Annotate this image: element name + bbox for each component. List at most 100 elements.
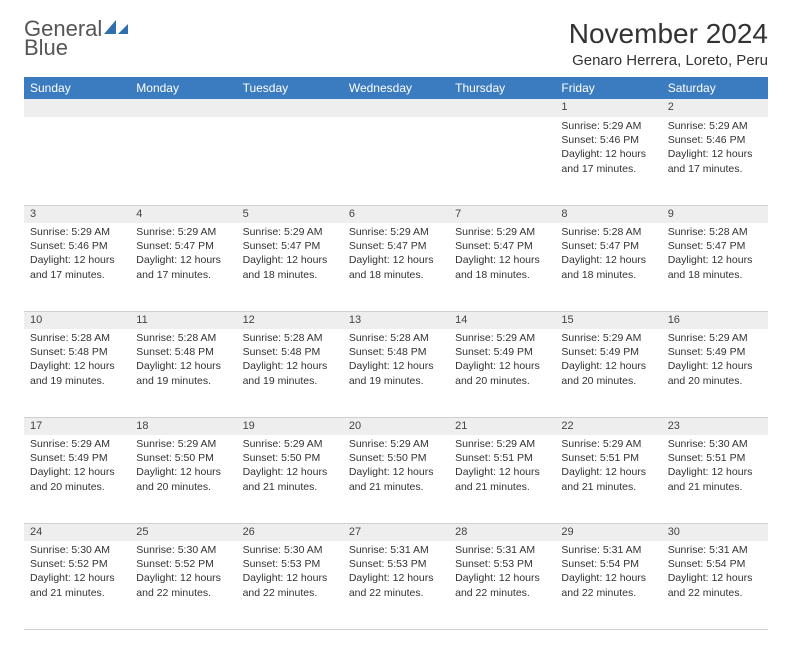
daylight-line: Daylight: 12 hours and 22 minutes. [243, 571, 337, 599]
week-row: Sunrise: 5:29 AMSunset: 5:46 PM Daylight:… [24, 223, 768, 311]
sunrise-line: Sunrise: 5:29 AM [561, 119, 655, 133]
day-number-row: 10111213141516 [24, 311, 768, 329]
day-details: Sunrise: 5:29 AMSunset: 5:49 PMDaylight:… [449, 329, 555, 392]
title-block: November 2024 Genaro Herrera, Loreto, Pe… [569, 18, 768, 69]
sunrise-line: Sunrise: 5:28 AM [243, 331, 337, 345]
sunrise-line: Sunrise: 5:29 AM [668, 119, 762, 133]
daylight-line: Daylight: 12 hours and 21 minutes. [30, 571, 124, 599]
day-cell: Sunrise: 5:29 AMSunset: 5:50 PMDaylight:… [343, 435, 449, 523]
daylight-line: Daylight: 12 hours and 20 minutes. [455, 359, 549, 387]
sunrise-line: Sunrise: 5:28 AM [30, 331, 124, 345]
sunrise-line: Sunrise: 5:31 AM [668, 543, 762, 557]
sunrise-line: Sunrise: 5:30 AM [136, 543, 230, 557]
logo-text: General Blue [24, 18, 130, 59]
sunset-line: Sunset: 5:49 PM [455, 345, 549, 359]
day-number-cell [24, 99, 130, 117]
day-cell: Sunrise: 5:30 AMSunset: 5:53 PMDaylight:… [237, 541, 343, 629]
day-details: Sunrise: 5:29 AMSunset: 5:47 PMDaylight:… [130, 223, 236, 286]
daylight-line: Daylight: 12 hours and 22 minutes. [455, 571, 549, 599]
daylight-line: Daylight: 12 hours and 19 minutes. [349, 359, 443, 387]
day-number-cell: 30 [662, 523, 768, 541]
day-details: Sunrise: 5:29 AMSunset: 5:46 PMDaylight:… [662, 117, 768, 180]
day-number-cell: 23 [662, 417, 768, 435]
day-cell [237, 117, 343, 205]
daylight-line: Daylight: 12 hours and 20 minutes. [136, 465, 230, 493]
day-number-cell: 27 [343, 523, 449, 541]
day-cell [24, 117, 130, 205]
daylight-line: Daylight: 12 hours and 20 minutes. [561, 359, 655, 387]
sunrise-line: Sunrise: 5:30 AM [668, 437, 762, 451]
calendar-head: SundayMondayTuesdayWednesdayThursdayFrid… [24, 77, 768, 99]
day-number-cell: 7 [449, 205, 555, 223]
day-cell: Sunrise: 5:29 AMSunset: 5:47 PMDaylight:… [130, 223, 236, 311]
daylight-line: Daylight: 12 hours and 22 minutes. [349, 571, 443, 599]
day-cell: Sunrise: 5:28 AMSunset: 5:48 PMDaylight:… [237, 329, 343, 417]
day-number-cell: 11 [130, 311, 236, 329]
sunset-line: Sunset: 5:49 PM [668, 345, 762, 359]
day-header: Wednesday [343, 77, 449, 99]
day-details: Sunrise: 5:29 AMSunset: 5:50 PMDaylight:… [237, 435, 343, 498]
day-details: Sunrise: 5:31 AMSunset: 5:53 PMDaylight:… [449, 541, 555, 604]
day-cell: Sunrise: 5:31 AMSunset: 5:54 PMDaylight:… [662, 541, 768, 629]
sunset-line: Sunset: 5:48 PM [243, 345, 337, 359]
day-details: Sunrise: 5:28 AMSunset: 5:48 PMDaylight:… [237, 329, 343, 392]
day-details: Sunrise: 5:28 AMSunset: 5:47 PMDaylight:… [662, 223, 768, 286]
day-number-cell: 21 [449, 417, 555, 435]
day-cell: Sunrise: 5:29 AMSunset: 5:47 PMDaylight:… [237, 223, 343, 311]
sunset-line: Sunset: 5:53 PM [243, 557, 337, 571]
calendar-page: General Blue November 2024 Genaro Herrer… [0, 0, 792, 648]
day-details: Sunrise: 5:31 AMSunset: 5:53 PMDaylight:… [343, 541, 449, 604]
day-header: Sunday [24, 77, 130, 99]
week-row: Sunrise: 5:28 AMSunset: 5:48 PMDaylight:… [24, 329, 768, 417]
daylight-line: Daylight: 12 hours and 22 minutes. [668, 571, 762, 599]
day-cell: Sunrise: 5:29 AMSunset: 5:49 PMDaylight:… [24, 435, 130, 523]
daylight-line: Daylight: 12 hours and 18 minutes. [455, 253, 549, 281]
location-label: Genaro Herrera, Loreto, Peru [569, 52, 768, 69]
day-cell [449, 117, 555, 205]
daylight-line: Daylight: 12 hours and 20 minutes. [30, 465, 124, 493]
day-cell: Sunrise: 5:29 AMSunset: 5:50 PMDaylight:… [130, 435, 236, 523]
sunrise-line: Sunrise: 5:29 AM [30, 437, 124, 451]
day-number-cell: 2 [662, 99, 768, 117]
sunset-line: Sunset: 5:52 PM [30, 557, 124, 571]
daylight-line: Daylight: 12 hours and 17 minutes. [136, 253, 230, 281]
day-details: Sunrise: 5:30 AMSunset: 5:52 PMDaylight:… [24, 541, 130, 604]
day-number-cell: 4 [130, 205, 236, 223]
sunrise-line: Sunrise: 5:29 AM [668, 331, 762, 345]
day-cell: Sunrise: 5:29 AMSunset: 5:46 PMDaylight:… [24, 223, 130, 311]
sunrise-line: Sunrise: 5:28 AM [349, 331, 443, 345]
sunset-line: Sunset: 5:54 PM [668, 557, 762, 571]
daylight-line: Daylight: 12 hours and 21 minutes. [668, 465, 762, 493]
day-cell: Sunrise: 5:29 AMSunset: 5:49 PMDaylight:… [662, 329, 768, 417]
day-number-cell: 14 [449, 311, 555, 329]
sunset-line: Sunset: 5:47 PM [136, 239, 230, 253]
week-row: Sunrise: 5:30 AMSunset: 5:52 PMDaylight:… [24, 541, 768, 629]
day-cell: Sunrise: 5:28 AMSunset: 5:48 PMDaylight:… [24, 329, 130, 417]
day-number-cell: 25 [130, 523, 236, 541]
sunrise-line: Sunrise: 5:29 AM [243, 437, 337, 451]
day-cell: Sunrise: 5:28 AMSunset: 5:48 PMDaylight:… [130, 329, 236, 417]
day-details: Sunrise: 5:31 AMSunset: 5:54 PMDaylight:… [555, 541, 661, 604]
day-number-cell: 26 [237, 523, 343, 541]
day-number-cell: 8 [555, 205, 661, 223]
day-number-cell: 1 [555, 99, 661, 117]
sunset-line: Sunset: 5:47 PM [349, 239, 443, 253]
sunrise-line: Sunrise: 5:30 AM [30, 543, 124, 557]
sail-icon [102, 18, 130, 36]
sunrise-line: Sunrise: 5:29 AM [30, 225, 124, 239]
day-number-cell [237, 99, 343, 117]
day-details: Sunrise: 5:30 AMSunset: 5:53 PMDaylight:… [237, 541, 343, 604]
day-cell: Sunrise: 5:29 AMSunset: 5:51 PMDaylight:… [449, 435, 555, 523]
sunrise-line: Sunrise: 5:31 AM [561, 543, 655, 557]
month-title: November 2024 [569, 18, 768, 50]
day-number-cell: 3 [24, 205, 130, 223]
sunset-line: Sunset: 5:50 PM [136, 451, 230, 465]
sunrise-line: Sunrise: 5:31 AM [455, 543, 549, 557]
day-cell: Sunrise: 5:29 AMSunset: 5:49 PMDaylight:… [449, 329, 555, 417]
sunset-line: Sunset: 5:47 PM [668, 239, 762, 253]
sunset-line: Sunset: 5:46 PM [668, 133, 762, 147]
day-cell: Sunrise: 5:29 AMSunset: 5:47 PMDaylight:… [449, 223, 555, 311]
calendar-table: SundayMondayTuesdayWednesdayThursdayFrid… [24, 77, 768, 630]
sunset-line: Sunset: 5:46 PM [30, 239, 124, 253]
day-number-cell: 13 [343, 311, 449, 329]
